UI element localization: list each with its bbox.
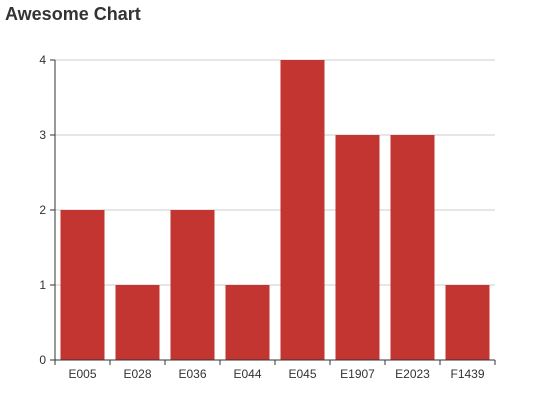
bar [445, 285, 490, 360]
y-tick-label: 1 [39, 278, 46, 292]
y-tick-label: 3 [39, 128, 46, 142]
bar [170, 210, 215, 360]
x-tick-label: E044 [233, 367, 261, 381]
y-tick-label: 0 [39, 353, 46, 367]
x-tick-label: E005 [68, 367, 96, 381]
bar [335, 135, 380, 360]
bar [225, 285, 270, 360]
bar [280, 60, 325, 360]
x-tick-label: E2023 [395, 367, 430, 381]
chart-title: Awesome Chart [5, 4, 141, 24]
y-tick-label: 2 [39, 203, 46, 217]
x-tick-label: F1439 [450, 367, 484, 381]
x-tick-label: E036 [178, 367, 206, 381]
x-tick-label: E028 [123, 367, 151, 381]
bar [60, 210, 105, 360]
y-tick-label: 4 [39, 53, 46, 67]
x-tick-label: E045 [288, 367, 316, 381]
x-tick-label: E1907 [340, 367, 375, 381]
bar [115, 285, 160, 360]
bar [390, 135, 435, 360]
